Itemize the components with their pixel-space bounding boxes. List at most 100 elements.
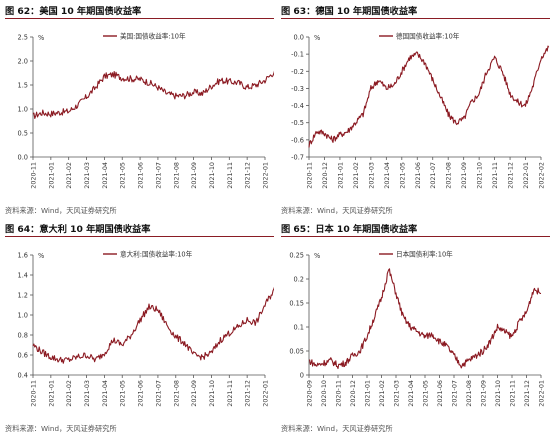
y-tick-label: 1.0 bbox=[18, 106, 29, 114]
x-tick-label: 2020-11 bbox=[30, 380, 38, 407]
chart-svg: 0 0.05 0.1 0.15 0.2 0.25 % 2020-09 2020-10 2020-1… bbox=[289, 250, 546, 407]
x-tick-label: 2022-01 bbox=[262, 380, 270, 407]
chart-panel-us: 图 62：美国 10 年期国债收益率 0.0 0.5 1.0 1.5 2.0 2.5% 20… bbox=[3, 3, 274, 219]
x-tick-label: 2021-08 bbox=[172, 162, 180, 189]
chart-title: 图 64：意大利 10 年期国债收益率 bbox=[5, 224, 151, 235]
x-tick-label: 2021-12 bbox=[523, 380, 531, 407]
x-tick-label: 2022-01 bbox=[538, 380, 546, 407]
x-tick-label: 2021-10 bbox=[208, 380, 216, 407]
y-tick-label: 0.05 bbox=[289, 348, 304, 356]
x-tick-label: 2021-09 bbox=[190, 380, 198, 407]
y-tick-label: 0.8 bbox=[18, 332, 29, 340]
chart-svg: 0.0 0.5 1.0 1.5 2.0 2.5 % 2020-11 2021-01 2021-02… bbox=[18, 32, 274, 189]
y-tick-label: 0.0 bbox=[294, 34, 305, 42]
x-tick-label: 2020-11 bbox=[306, 162, 314, 189]
x-tick-label: 2021-07 bbox=[154, 162, 162, 189]
legend-label: 日本国债利率:10年 bbox=[396, 250, 453, 259]
x-tick-label: 2021-10 bbox=[208, 162, 216, 189]
title-rule bbox=[281, 236, 550, 237]
series-line bbox=[308, 45, 550, 148]
x-tick-label: 2022-01 bbox=[262, 162, 270, 189]
x-tick-label: 2021-05 bbox=[119, 162, 127, 189]
x-tick-label: 2021-07 bbox=[451, 380, 459, 407]
y-tick-label: 1.5 bbox=[18, 82, 29, 90]
y-tick-label: -0.1 bbox=[291, 51, 304, 59]
x-tick-label: 2021-03 bbox=[83, 162, 91, 189]
x-tick-label: 2021-12 bbox=[507, 162, 515, 189]
x-tick-label: 2021-09 bbox=[480, 380, 488, 407]
x-tick-label: 2021-01 bbox=[47, 162, 55, 189]
y-tick-label: 0.2 bbox=[294, 276, 305, 284]
x-tick-label: 2021-03 bbox=[367, 162, 375, 189]
x-tick-label: 2020-11 bbox=[30, 162, 38, 189]
x-tick-label: 2021-11 bbox=[491, 162, 499, 189]
chart-title: 图 62：美国 10 年期国债收益率 bbox=[5, 6, 142, 17]
y-tick-label: 1.2 bbox=[18, 292, 29, 300]
x-tick-label: 2020-10 bbox=[320, 380, 328, 407]
unit-label: % bbox=[314, 34, 320, 42]
chart-source: 资料来源：Wind，天风证券研究所 bbox=[5, 424, 117, 433]
y-tick-label: 1.6 bbox=[18, 252, 29, 260]
x-tick-label: 2021-08 bbox=[172, 380, 180, 407]
y-tick-label: 0.1 bbox=[294, 324, 305, 332]
x-tick-label: 2021-06 bbox=[436, 380, 444, 407]
y-tick-label: -0.4 bbox=[291, 102, 304, 110]
title-rule bbox=[281, 18, 550, 19]
x-tick-label: 2020-12 bbox=[349, 380, 357, 407]
x-tick-label: 2021-06 bbox=[137, 380, 145, 407]
x-tick-label: 2020-09 bbox=[306, 380, 314, 407]
title-rule bbox=[5, 236, 274, 237]
x-tick-label: 2021-01 bbox=[47, 380, 55, 407]
x-tick-label: 2021-03 bbox=[83, 380, 91, 407]
x-tick-label: 2021-02 bbox=[65, 380, 73, 407]
x-tick-label: 2021-02 bbox=[65, 162, 73, 189]
x-tick-label: 2021-10 bbox=[476, 162, 484, 189]
x-tick-label: 2020-12 bbox=[321, 162, 329, 189]
y-tick-label: 1.4 bbox=[18, 272, 29, 280]
x-tick-label: 2021-11 bbox=[509, 380, 517, 407]
x-tick-label: 2021-09 bbox=[460, 162, 468, 189]
chart-source: 资料来源：Wind，天风证券研究所 bbox=[5, 206, 117, 215]
y-tick-label: 1.0 bbox=[18, 312, 29, 320]
title-rule bbox=[5, 18, 274, 19]
y-tick-label: 0.5 bbox=[18, 130, 29, 138]
x-tick-label: 2020-11 bbox=[335, 380, 343, 407]
x-tick-label: 2021-02 bbox=[352, 162, 360, 189]
chart-title: 图 63：德国 10 年期国债收益率 bbox=[281, 6, 418, 17]
x-tick-label: 2021-02 bbox=[378, 380, 386, 407]
chart-svg: 0.4 0.6 0.8 1.0 1.2 1.4 1.6 % 2020-11 2021-01 2021… bbox=[18, 250, 274, 407]
x-tick-label: 2022-02 bbox=[538, 162, 546, 189]
chart-source: 资料来源：Wind，天风证券研究所 bbox=[281, 424, 393, 433]
x-tick-label: 2021-07 bbox=[154, 380, 162, 407]
y-tick-label: 0 bbox=[300, 372, 304, 380]
unit-label: % bbox=[38, 34, 44, 42]
y-tick-label: -0.7 bbox=[291, 154, 304, 162]
y-tick-label: -0.5 bbox=[291, 119, 304, 127]
x-tick-label: 2021-08 bbox=[445, 162, 453, 189]
x-tick-label: 2021-08 bbox=[465, 380, 473, 407]
x-tick-label: 2021-09 bbox=[190, 162, 198, 189]
chart-panel-germany: 图 63：德国 10 年期国债收益率 0.0 -0.1 -0.2 -0.3 -0.4 -0… bbox=[279, 3, 550, 219]
x-tick-label: 2021-11 bbox=[226, 380, 234, 407]
series-line bbox=[32, 70, 274, 119]
x-tick-label: 2021-04 bbox=[407, 380, 415, 407]
chart-svg: 0.0 -0.1 -0.2 -0.3 -0.4 -0.5 -0.6 -0.7% 2020-11 2… bbox=[291, 32, 550, 189]
x-tick-label: 2021-04 bbox=[101, 162, 109, 189]
x-tick-label: 2021-05 bbox=[398, 162, 406, 189]
y-tick-label: 0.6 bbox=[18, 352, 29, 360]
legend-label: 美国:国债收益率:10年 bbox=[120, 32, 186, 41]
y-tick-label: 0.4 bbox=[18, 372, 29, 380]
unit-label: % bbox=[38, 252, 44, 260]
x-tick-label: 2021-12 bbox=[244, 162, 252, 189]
x-tick-label: 2021-11 bbox=[226, 162, 234, 189]
series-line bbox=[32, 286, 274, 364]
x-tick-label: 2021-12 bbox=[244, 380, 252, 407]
x-tick-label: 2021-06 bbox=[137, 162, 145, 189]
legend-label: 意大利:国债收益率:10年 bbox=[120, 250, 193, 259]
y-tick-label: -0.6 bbox=[291, 136, 304, 144]
x-tick-label: 2021-03 bbox=[393, 380, 401, 407]
x-tick-label: 2021-04 bbox=[383, 162, 391, 189]
y-tick-label: 2.0 bbox=[18, 58, 29, 66]
legend-label: 德国国债收益率:10年 bbox=[396, 32, 460, 41]
x-tick-label: 2021-06 bbox=[414, 162, 422, 189]
